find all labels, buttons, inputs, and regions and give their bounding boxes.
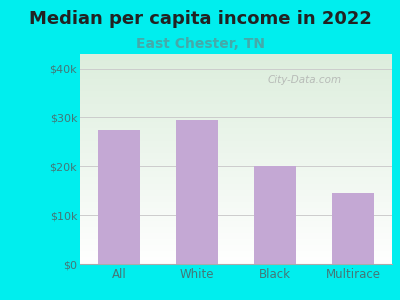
Text: Median per capita income in 2022: Median per capita income in 2022 <box>28 11 372 28</box>
Text: City-Data.com: City-Data.com <box>267 75 341 85</box>
Bar <box>332 193 374 264</box>
Bar <box>254 166 296 264</box>
Bar <box>98 130 140 264</box>
Text: East Chester, TN: East Chester, TN <box>136 38 264 52</box>
Bar <box>176 120 218 264</box>
